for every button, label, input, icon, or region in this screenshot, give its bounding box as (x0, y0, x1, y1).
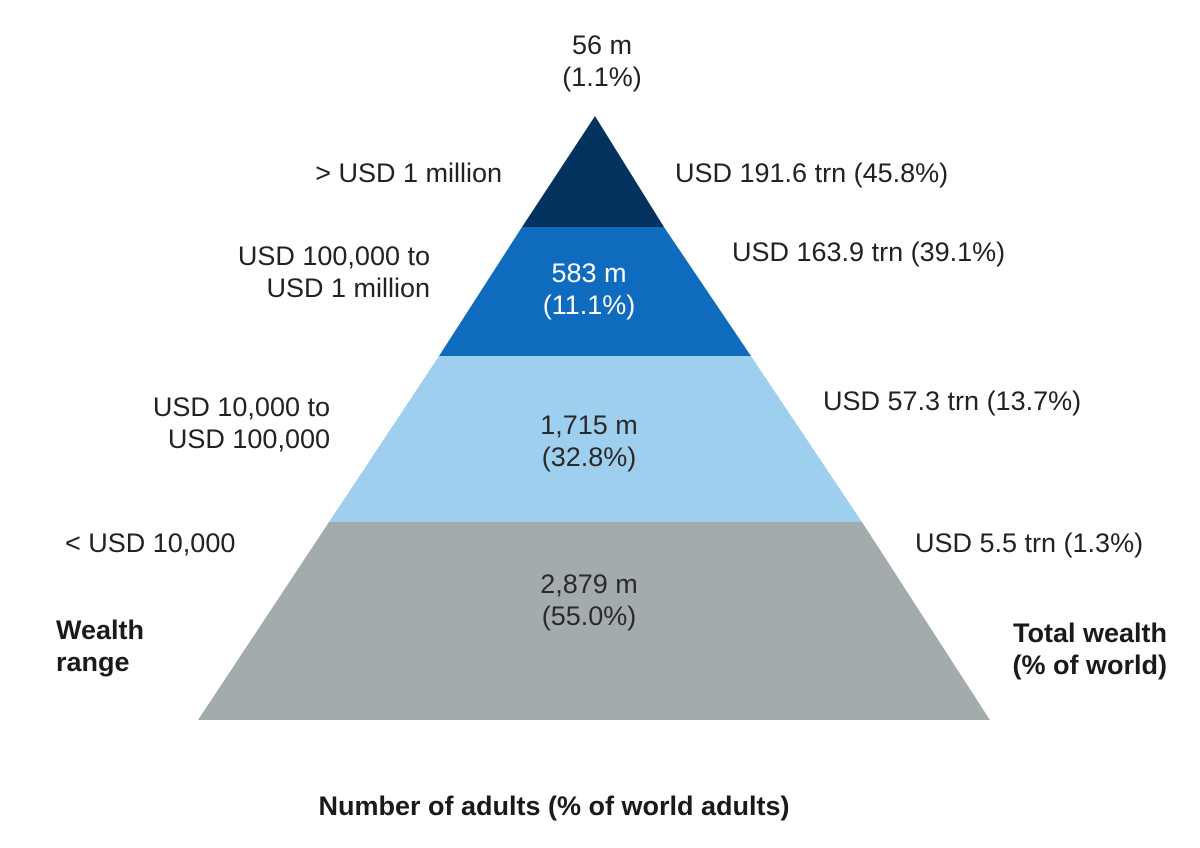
tier-lower-middle-total-wealth: USD 57.3 trn (13.7%) (823, 386, 1082, 416)
tier-top-wealth-range-line: > USD 1 million (315, 158, 502, 188)
tier-lower-middle-adults-percent: (32.8%) (541, 442, 637, 472)
tier-top-adults-percent: (1.1%) (562, 62, 642, 92)
total-wealth-heading: Total wealth (% of world) (930, 617, 1167, 681)
tier-lower-middle-wealth-range-line-1: USD 10,000 to (152, 392, 330, 422)
pyramid-tier-upper-middle (439, 227, 751, 356)
tier-upper-middle-wealth-range-line-1: USD 100,000 to (237, 241, 430, 271)
tier-upper-middle-wealth-range: USD 100,000 to USD 1 million (150, 240, 430, 304)
tier-base-wealth-range-line: < USD 10,000 (65, 528, 236, 558)
tier-upper-middle-adults-count: 583 m (551, 258, 627, 288)
tier-top-adults-count: 56 m (571, 30, 633, 60)
tier-upper-middle-adults-percent: (11.1%) (542, 290, 636, 320)
tier-top-total-wealth: USD 191.6 trn (45.8%) (675, 158, 949, 188)
tier-top-adults-label: 56 m (1.1%) (520, 29, 684, 93)
tier-base-adults-count: 2,879 m (540, 569, 638, 599)
pyramid-tier-top (522, 116, 664, 227)
tier-upper-middle-total-wealth: USD 163.9 trn (39.1%) (732, 237, 1006, 267)
wealth-range-heading: Wealth range (56, 614, 144, 678)
total-wealth-heading-line-1: Total wealth (1012, 618, 1167, 648)
pyramid-tier-base (198, 522, 990, 720)
tier-lower-middle-adults-label: 1,715 m (32.8%) (497, 409, 681, 473)
tier-base-total-wealth: USD 5.5 trn (1.3%) (915, 528, 1144, 558)
tier-lower-middle-wealth-range: USD 10,000 to USD 100,000 (60, 391, 330, 455)
pyramid-tier-lower-middle (329, 356, 862, 522)
tier-lower-middle-wealth-range-line-2: USD 100,000 (167, 424, 330, 454)
tier-base-adults-percent: (55.0%) (541, 601, 637, 631)
tier-base-wealth-range: < USD 10,000 (65, 527, 235, 559)
tier-upper-middle-adults-label: 583 m (11.1%) (507, 257, 671, 321)
tier-base-adults-label: 2,879 m (55.0%) (497, 568, 681, 632)
total-wealth-heading-line-2: (% of world) (1012, 650, 1167, 680)
number-of-adults-caption: Number of adults (% of world adults) (318, 791, 790, 821)
wealth-range-heading-line-2: range (56, 647, 130, 677)
tier-top-wealth-range: > USD 1 million (220, 157, 502, 189)
tier-lower-middle-adults-count: 1,715 m (540, 410, 638, 440)
tier-upper-middle-wealth-range-line-2: USD 1 million (266, 273, 430, 303)
wealth-range-heading-line-1: Wealth (56, 615, 145, 645)
